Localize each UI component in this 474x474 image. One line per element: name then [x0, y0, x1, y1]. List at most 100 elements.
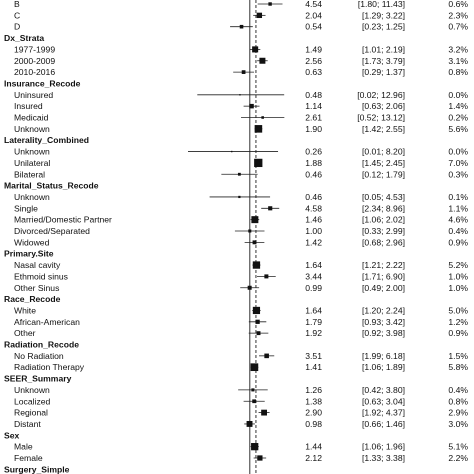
hr-value: 1.64 — [305, 260, 322, 270]
point-estimate-marker — [247, 285, 252, 290]
forest-row: C 2.04 [1.29; 3.22] 2.3% — [14, 10, 468, 20]
row-label: B — [14, 0, 20, 9]
forest-row: Other Sinus 0.99 [0.49; 2.00] 1.0% — [14, 283, 468, 293]
hr-value: 1.49 — [305, 44, 322, 54]
forest-row: Uninsured 0.48 [0.02; 12.96] 0.0% — [14, 90, 468, 100]
ci-value: [0.01; 8.20] — [362, 147, 405, 157]
row-label: Distant — [14, 419, 41, 429]
hr-value: 4.54 — [305, 0, 322, 9]
row-label: Insured — [14, 101, 43, 111]
weight-value: 0.9% — [448, 328, 468, 338]
weight-value: 0.4% — [448, 226, 468, 236]
group-header-label: Primary.Site — [4, 249, 54, 259]
ci-value: [0.02; 12.96] — [357, 90, 405, 100]
ci-value: [1.06; 1.96] — [362, 442, 405, 452]
weight-value: 7.0% — [448, 158, 468, 168]
ci-value: [1.01; 2.19] — [362, 44, 405, 54]
hr-value: 0.26 — [305, 147, 322, 157]
group-header: Radiation_Recode — [4, 340, 79, 350]
hr-value: 1.42 — [305, 237, 322, 247]
row-label: D — [14, 22, 20, 32]
row-label: Radiation Therapy — [14, 362, 85, 372]
row-label: Unknown — [14, 385, 50, 395]
point-estimate-marker — [248, 229, 252, 233]
ci-value: [1.42; 2.55] — [362, 124, 405, 134]
row-label: Ethmoid sinus — [14, 271, 68, 281]
weight-value: 5.2% — [448, 260, 468, 270]
weight-value: 0.3% — [448, 169, 468, 179]
point-estimate-marker — [261, 409, 268, 416]
weight-value: 5.6% — [448, 124, 468, 134]
hr-value: 1.38 — [305, 396, 322, 406]
ci-value: [0.63; 3.04] — [362, 396, 405, 406]
point-estimate-marker — [252, 399, 256, 404]
forest-rows: B 4.54 [1.80; 11.43] 0.6% C 2.04 [1.29; 3.22] 2… — [4, 0, 468, 474]
group-header-label: Dx_Strata — [4, 33, 44, 43]
hr-value: 2.04 — [305, 10, 322, 20]
forest-row: Married/Domestic Partner 1.46 [1.06; 2.02]… — [14, 215, 468, 225]
ci-value: [0.92; 3.98] — [362, 328, 405, 338]
row-label: Male — [14, 442, 33, 452]
ci-value: [1.92; 4.37] — [362, 408, 405, 418]
row-label: Widowed — [14, 237, 50, 247]
forest-row: Ethmoid sinus 3.44 [1.71; 6.90] 1.0% — [14, 271, 468, 281]
group-header: Sex — [4, 430, 20, 440]
row-label: Nasal cavity — [14, 260, 61, 270]
row-label: Bilateral — [14, 169, 45, 179]
forest-row: Divorced/Separated 1.00 [0.33; 2.99] 0.4% — [14, 226, 468, 236]
ci-value: [0.49; 2.00] — [362, 283, 405, 293]
ci-value: [1.45; 2.45] — [362, 158, 405, 168]
forest-row: B 4.54 [1.80; 11.43] 0.6% — [14, 0, 468, 9]
ci-value: [1.20; 2.24] — [362, 305, 405, 315]
ci-value: [1.06; 1.89] — [362, 362, 405, 372]
row-label: Medicaid — [14, 113, 49, 123]
ci-value: [1.33; 3.38] — [362, 453, 405, 463]
weight-value: 2.9% — [448, 408, 468, 418]
hr-value: 1.46 — [305, 215, 322, 225]
point-estimate-marker — [241, 70, 246, 74]
forest-row: Radiation Therapy 1.41 [1.06; 1.89] 5.8% — [14, 362, 468, 372]
hr-value: 0.48 — [305, 90, 322, 100]
ci-value: [1.71; 6.90] — [362, 271, 405, 281]
ci-value: [0.63; 2.06] — [362, 101, 405, 111]
forest-row: Nasal cavity 1.64 [1.21; 2.22] 5.2% — [14, 260, 468, 270]
weight-value: 4.6% — [448, 215, 468, 225]
row-label: 1977-1999 — [14, 44, 55, 54]
hr-value: 1.00 — [305, 226, 322, 236]
ci-value: [2.34; 8.96] — [362, 203, 405, 213]
point-estimate-marker — [261, 116, 264, 119]
point-estimate-marker — [252, 261, 261, 269]
hr-value: 2.12 — [305, 453, 322, 463]
forest-row: Unknown 1.26 [0.42; 3.80] 0.4% — [14, 385, 468, 395]
weight-value: 2.2% — [448, 453, 468, 463]
weight-value: 0.6% — [448, 0, 468, 9]
hr-value: 0.98 — [305, 419, 322, 429]
point-estimate-marker — [256, 331, 261, 336]
group-header: Marital_Status_Recode — [4, 181, 99, 191]
row-label: Female — [14, 453, 43, 463]
group-header-label: Radiation_Recode — [4, 340, 79, 350]
point-estimate-marker — [239, 24, 244, 29]
row-label: Regional — [14, 408, 48, 418]
weight-value: 0.9% — [448, 237, 468, 247]
forest-row: Unknown 0.46 [0.05; 4.53] 0.1% — [14, 192, 468, 202]
point-estimate-marker — [246, 420, 253, 427]
point-estimate-marker — [255, 319, 260, 324]
hr-value: 1.64 — [305, 305, 322, 315]
hr-value: 2.90 — [305, 408, 322, 418]
ci-value: [0.42; 3.80] — [362, 385, 405, 395]
point-estimate-marker — [249, 103, 254, 109]
weight-value: 0.2% — [448, 113, 468, 123]
forest-row: Other 1.92 [0.92; 3.98] 0.9% — [14, 328, 468, 338]
hr-value: 1.92 — [305, 328, 322, 338]
ci-value: [1.06; 2.02] — [362, 215, 405, 225]
hr-value: 0.54 — [305, 22, 322, 32]
point-estimate-marker — [268, 206, 273, 211]
row-label: Other — [14, 328, 36, 338]
forest-row: African-American 1.79 [0.93; 3.42] 1.2% — [14, 317, 468, 327]
forest-row: Single 4.58 [2.34; 8.96] 1.1% — [14, 203, 468, 213]
weight-value: 1.2% — [448, 317, 468, 327]
forest-row: Female 2.12 [1.33; 3.38] 2.2% — [14, 453, 468, 463]
forest-row: Localized 1.38 [0.63; 3.04] 0.8% — [14, 396, 468, 406]
weight-value: 0.0% — [448, 90, 468, 100]
